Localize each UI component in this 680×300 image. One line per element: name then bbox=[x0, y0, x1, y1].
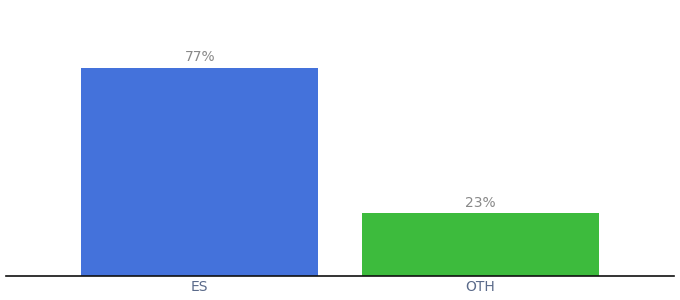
Bar bbox=[362, 214, 599, 276]
Text: 23%: 23% bbox=[465, 196, 496, 210]
Text: 77%: 77% bbox=[184, 50, 215, 64]
Bar bbox=[81, 68, 318, 276]
